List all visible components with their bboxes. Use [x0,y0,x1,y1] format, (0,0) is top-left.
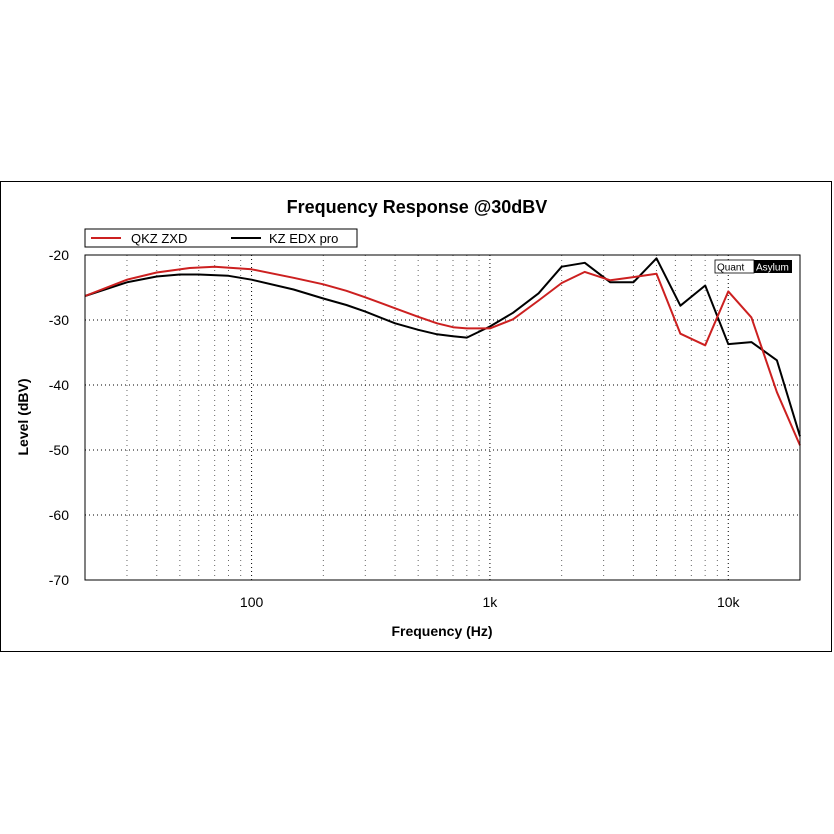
y-tick-label: -60 [49,507,69,523]
plot-area [85,255,800,580]
series-layer [84,257,801,446]
logo-text-left: Quant [717,263,744,274]
series-line-2 [84,257,801,437]
chart-title: Frequency Response @30dBV [287,197,548,217]
y-tick-label: -50 [49,442,69,458]
grid-minor [126,255,718,580]
y-tick-label: -20 [49,247,69,263]
x-axis-ticks: 100 1k 10k [240,594,741,610]
y-axis-label: Level (dBV) [15,378,31,455]
legend-box [84,228,358,248]
logo-text-right: Asylum [756,263,789,274]
y-tick-label: -40 [49,377,69,393]
x-tick-label: 1k [483,594,499,610]
series-line-1 [84,265,801,446]
y-tick-label: -30 [49,312,69,328]
frequency-response-chart: Frequency Response @30dBV QKZ ZXD KZ EDX… [15,197,801,639]
legend: QKZ ZXD KZ EDX pro [84,228,358,248]
y-axis-ticks: -20 -30 -40 -50 -60 -70 [49,247,69,588]
legend-label-series-2: KZ EDX pro [269,231,338,246]
x-tick-label: 10k [717,594,741,610]
quantasylum-logo: Quant Asylum [714,259,792,274]
plot-border [84,254,801,581]
x-axis-label: Frequency (Hz) [391,623,492,639]
y-tick-label: -70 [49,572,69,588]
x-tick-label: 100 [240,594,264,610]
legend-label-series-1: QKZ ZXD [131,231,187,246]
chart-frame: Frequency Response @30dBV QKZ ZXD KZ EDX… [0,181,832,652]
